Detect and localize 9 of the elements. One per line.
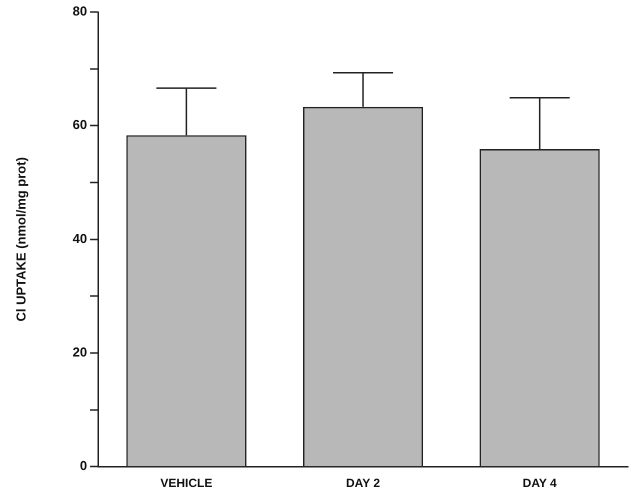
y-tick-label: 60 — [72, 117, 88, 132]
x-tick-label: DAY 4 — [522, 476, 558, 490]
y-tick-label: 80 — [72, 4, 88, 19]
y-tick-label: 40 — [72, 230, 88, 246]
y-tick-label: 0 — [80, 458, 88, 474]
y-axis-title: Cl UPTAKE (nmol/mg prot) — [13, 157, 28, 322]
x-tick-label: DAY 2 — [346, 476, 380, 490]
x-tick-label: VEHICLE — [160, 476, 212, 490]
y-tick-label: 20 — [72, 344, 88, 360]
